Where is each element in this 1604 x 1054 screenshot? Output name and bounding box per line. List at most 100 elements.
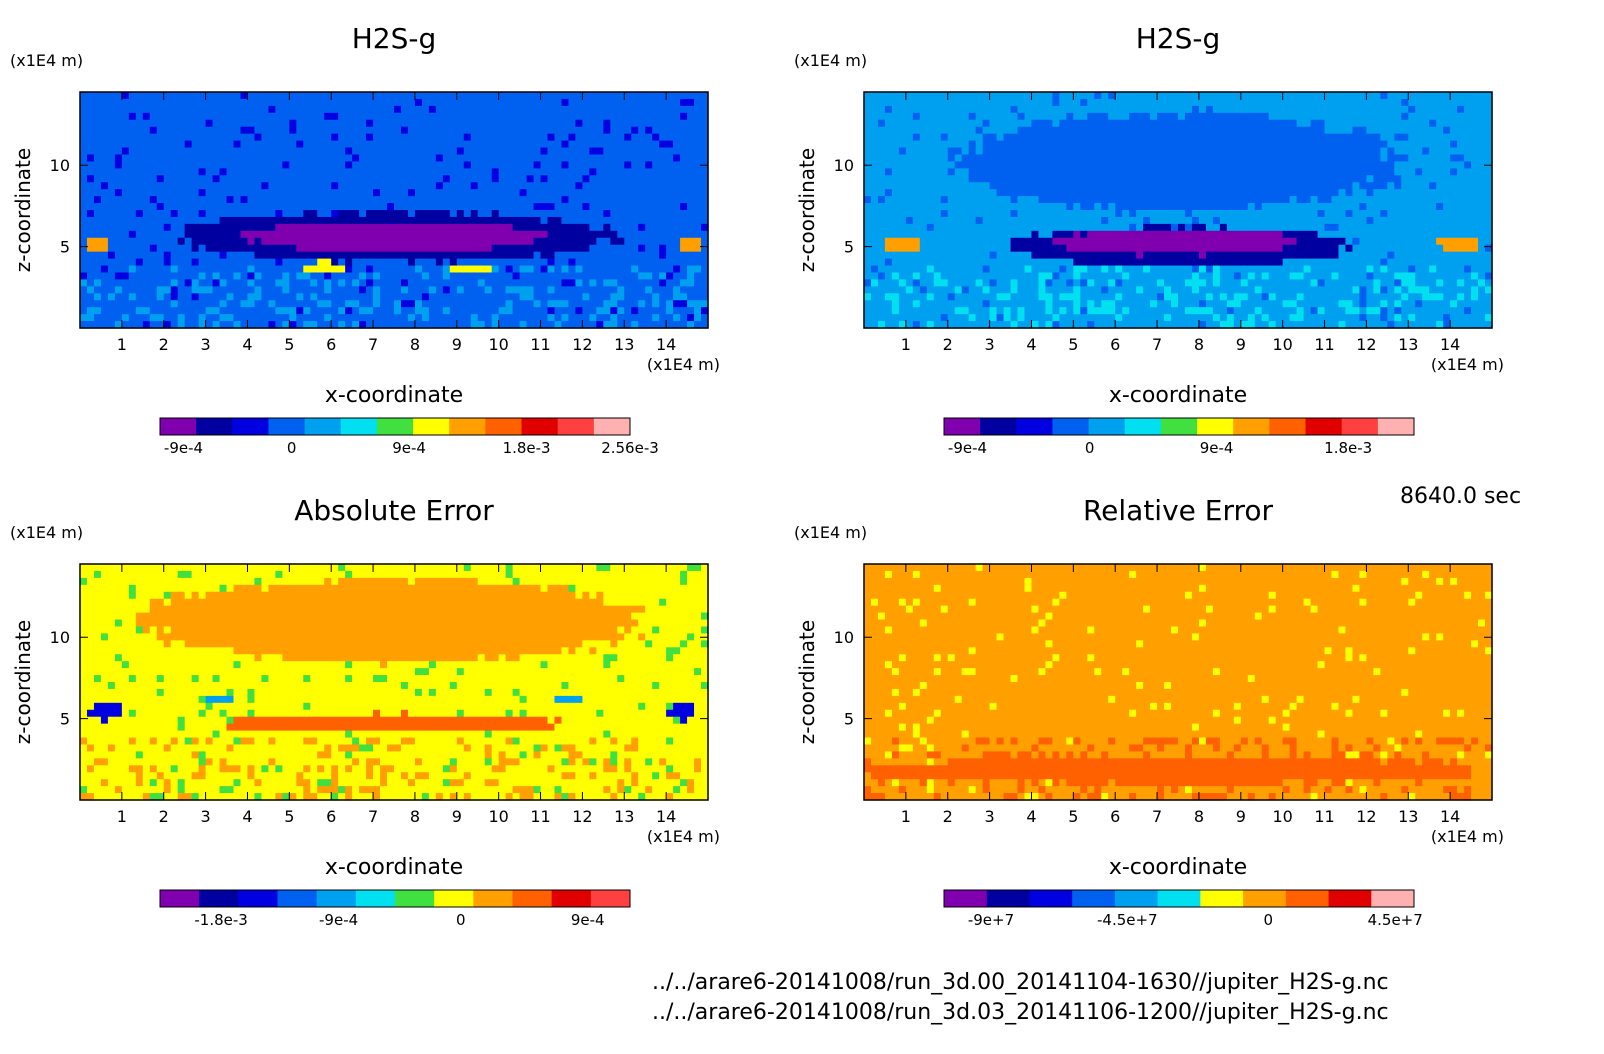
chart-title: H2S-g xyxy=(352,22,437,55)
y-tick-label: 10 xyxy=(834,628,854,647)
colorbar-swatch xyxy=(277,890,318,907)
colorbar-swatch xyxy=(1377,418,1415,435)
x-unit-label: (x1E4 m) xyxy=(1431,827,1504,846)
x-tick-label: 8 xyxy=(1194,807,1204,826)
heatmap-field xyxy=(80,92,709,329)
x-tick-label: 7 xyxy=(368,807,378,826)
y-tick-label: 5 xyxy=(60,238,70,257)
chart-panel-1: H2S-g(x1E4 m)1 2 3 4 5 6 7 8 9 10 11 12 13 14510(x1E4… xyxy=(10,22,720,457)
chart-panel-4: Relative Error(x1E4 m)1 2 3 4 5 6 7 8 9 10 11 12 13 1… xyxy=(794,494,1504,929)
x-tick-label: 14 xyxy=(656,335,676,354)
x-tick-label: 4 xyxy=(1026,807,1036,826)
colorbar-tick-label: 1.8e-3 xyxy=(503,439,551,457)
colorbar-swatch xyxy=(1052,418,1090,435)
x-tick-label: 5 xyxy=(1068,807,1078,826)
x-unit-label: (x1E4 m) xyxy=(647,827,720,846)
x-tick-label: 10 xyxy=(1272,335,1292,354)
colorbar-swatch xyxy=(1088,418,1126,435)
y-axis-label: z-coordinate xyxy=(795,148,819,272)
plot-frame xyxy=(863,91,1493,329)
y-unit-label: (x1E4 m) xyxy=(794,51,867,70)
colorbar-tick-label: -9e-4 xyxy=(319,911,358,929)
x-tick-label: 3 xyxy=(985,335,995,354)
x-tick-label: 3 xyxy=(201,335,211,354)
x-tick-label: 2 xyxy=(943,807,953,826)
x-tick-label: 10 xyxy=(1272,807,1292,826)
colorbar-swatch xyxy=(316,890,357,907)
y-axis-label: z-coordinate xyxy=(11,620,35,744)
colorbar-swatch xyxy=(199,890,239,907)
colorbar-tick-label: 9e-4 xyxy=(571,911,605,929)
colorbar: -9e-4 0 9e-4 1.8e-3 xyxy=(943,417,1415,457)
colorbar-swatch xyxy=(1072,890,1116,907)
colorbar-swatch xyxy=(232,418,269,435)
x-tick-label: 5 xyxy=(284,807,294,826)
heatmap-field xyxy=(80,564,709,801)
colorbar-frame xyxy=(159,889,631,908)
colorbar-frame xyxy=(943,889,1415,908)
colorbar-swatch xyxy=(590,890,631,907)
x-tick-label: 8 xyxy=(410,807,420,826)
colorbar-swatch xyxy=(1243,890,1287,907)
x-axis-label: x-coordinate xyxy=(325,855,463,880)
x-tick-label: 9 xyxy=(1236,807,1246,826)
y-unit-label: (x1E4 m) xyxy=(10,51,83,70)
chart-panel-2: H2S-g(x1E4 m)1 2 3 4 5 6 7 8 9 10 11 12 13 14510(x1E4… xyxy=(794,22,1504,457)
x-tick-label: 6 xyxy=(1110,335,1120,354)
colorbar-swatch xyxy=(1328,890,1372,907)
x-tick-label: 2 xyxy=(159,335,169,354)
colorbar-swatch xyxy=(1285,890,1330,907)
colorbar-swatch xyxy=(355,890,396,907)
x-tick-label: 1 xyxy=(901,807,911,826)
x-tick-label: 11 xyxy=(530,807,550,826)
colorbar-swatch xyxy=(1233,418,1270,435)
x-tick-label: 13 xyxy=(614,335,634,354)
x-tick-label: 1 xyxy=(117,335,127,354)
x-tick-label: 7 xyxy=(1152,335,1162,354)
y-axis-label: z-coordinate xyxy=(11,148,35,272)
y-tick-label: 10 xyxy=(50,156,70,175)
colorbar-swatch xyxy=(160,418,197,435)
colorbar-tick-label: 9e-4 xyxy=(392,439,426,457)
colorbar-frame xyxy=(159,417,631,436)
y-tick-label: 10 xyxy=(834,156,854,175)
plot-frame xyxy=(863,563,1493,801)
colorbar-swatch xyxy=(304,418,342,435)
x-tick-label: 9 xyxy=(1236,335,1246,354)
x-tick-label: 11 xyxy=(1314,807,1334,826)
x-tick-label: 6 xyxy=(326,807,336,826)
colorbar: -9e+7 -4.5e+7 0 4.5e+7 xyxy=(943,889,1423,929)
x-tick-label: 1 xyxy=(901,335,911,354)
colorbar: -9e-4 0 9e-4 1.8e-3 2.56e-3 xyxy=(159,417,659,457)
colorbar-frame xyxy=(943,417,1415,436)
x-tick-label: 5 xyxy=(1068,335,1078,354)
x-tick-label: 7 xyxy=(1152,807,1162,826)
x-tick-label: 11 xyxy=(1314,335,1334,354)
x-tick-label: 13 xyxy=(1398,335,1418,354)
colorbar-swatch xyxy=(1114,890,1159,907)
chart-title: H2S-g xyxy=(1136,22,1221,55)
colorbar-swatch xyxy=(512,890,553,907)
colorbar-swatch xyxy=(434,890,474,907)
x-unit-label: (x1E4 m) xyxy=(1431,355,1504,374)
y-axis-label: z-coordinate xyxy=(795,620,819,744)
colorbar-swatch xyxy=(268,418,306,435)
chart-title: Relative Error xyxy=(1083,494,1274,527)
colorbar-swatch xyxy=(1016,418,1053,435)
colorbar-swatch xyxy=(340,418,378,435)
chart-panel-3: Absolute Error(x1E4 m)1 2 3 4 5 6 7 8 9 10 11 12 13 1… xyxy=(10,494,720,929)
colorbar-swatch xyxy=(196,418,233,435)
colorbar: -1.8e-3 -9e-4 0 9e-4 xyxy=(159,889,631,929)
x-tick-label: 3 xyxy=(985,807,995,826)
y-tick-label: 5 xyxy=(60,710,70,729)
x-tick-label: 10 xyxy=(488,807,508,826)
x-tick-label: 13 xyxy=(614,807,634,826)
x-tick-label: 1 xyxy=(117,807,127,826)
y-unit-label: (x1E4 m) xyxy=(794,523,867,542)
colorbar-swatch xyxy=(1269,418,1307,435)
colorbar-swatch xyxy=(1029,890,1073,907)
colorbar-swatch xyxy=(521,418,559,435)
x-axis-label: x-coordinate xyxy=(325,383,463,408)
x-tick-label: 9 xyxy=(452,335,462,354)
